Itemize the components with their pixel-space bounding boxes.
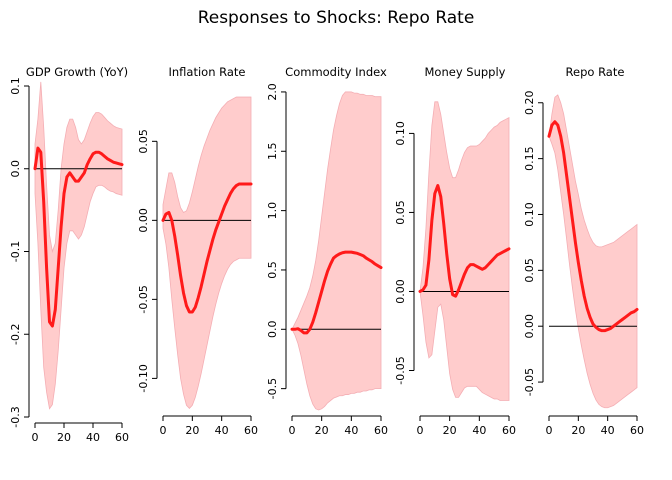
x-tick-label: 0 xyxy=(546,424,553,437)
x-tick-label: 20 xyxy=(443,424,457,437)
panel-title: GDP Growth (YoY) xyxy=(26,65,128,79)
y-tick-label: -0.2 xyxy=(9,324,22,345)
y-tick-label: -0.05 xyxy=(394,356,407,384)
y-tick-label: 0.20 xyxy=(523,91,536,116)
x-tick-label: 60 xyxy=(374,424,388,437)
y-tick-label: 0.1 xyxy=(9,77,22,95)
x-tick-label: 40 xyxy=(344,424,358,437)
panel-gdp-growth: GDP Growth (YoY) -0.3 -0.2 -0.1 0.0 0.1 0 20 40 6… xyxy=(9,65,129,444)
x-tick-label: 20 xyxy=(185,424,199,437)
x-tick-label: 60 xyxy=(502,424,516,437)
y-tick-label: -0.3 xyxy=(9,406,22,427)
response-line xyxy=(290,250,383,335)
y-tick-label: 0.00 xyxy=(394,279,407,304)
y-tick-label: -0.10 xyxy=(137,364,150,392)
y-tick-label: 0.10 xyxy=(394,121,407,146)
y-tick-label: 1.5 xyxy=(266,143,279,161)
response-line xyxy=(547,120,639,333)
panel-title: Commodity Index xyxy=(285,65,387,79)
confidence-band xyxy=(34,81,123,410)
y-tick-label: -0.5 xyxy=(266,378,279,399)
y-tick-label: 0.0 xyxy=(9,160,22,178)
x-tick-label: 0 xyxy=(289,424,296,437)
response-line xyxy=(418,184,511,298)
y-tick-label: 0.00 xyxy=(137,208,150,233)
y-tick-label: 0.10 xyxy=(523,202,536,227)
y-tick-label: 0.05 xyxy=(523,258,536,283)
x-tick-label: 20 xyxy=(571,424,585,437)
response-line xyxy=(161,182,253,314)
y-tick-label: 0.00 xyxy=(523,314,536,339)
x-tick-label: 40 xyxy=(215,424,229,437)
y-tick-label: 0.5 xyxy=(266,261,279,279)
x-tick-label: 20 xyxy=(57,431,71,444)
figure-title: Responses to Shocks: Repo Rate xyxy=(198,8,475,28)
y-tick-label: 1.0 xyxy=(266,202,279,220)
y-tick-label: 0.05 xyxy=(394,200,407,225)
x-tick-label: 20 xyxy=(315,424,329,437)
panel-commodity-index: Commodity Index -0.5 0.0 0.5 1.0 1.5 2.0 0 20 40 6… xyxy=(266,65,388,437)
confidence-band xyxy=(162,96,252,410)
y-tick-label: 2.0 xyxy=(266,83,279,101)
panel-repo-rate: Repo Rate -0.05 0.00 0.05 0.10 0.15 0.20 0 20 40 6… xyxy=(523,65,644,437)
panel-inflation-rate: Inflation Rate -0.10 -0.05 0.00 0.05 0 20 40 60 xyxy=(137,65,258,437)
confidence-band xyxy=(291,91,382,411)
x-tick-label: 0 xyxy=(32,431,39,444)
y-tick-label: -0.1 xyxy=(9,241,22,262)
y-tick-label: -0.05 xyxy=(137,285,150,313)
x-tick-label: 60 xyxy=(630,424,644,437)
y-tick-label: -0.05 xyxy=(523,368,536,396)
panel-title: Money Supply xyxy=(425,65,506,79)
confidence-band xyxy=(548,94,638,409)
x-tick-label: 0 xyxy=(417,424,424,437)
x-tick-label: 40 xyxy=(601,424,615,437)
x-tick-label: 60 xyxy=(244,424,258,437)
panel-title: Inflation Rate xyxy=(168,65,245,79)
confidence-band xyxy=(419,101,510,401)
x-tick-label: 0 xyxy=(160,424,167,437)
x-tick-label: 40 xyxy=(86,431,100,444)
y-tick-label: 0.0 xyxy=(266,321,279,339)
x-tick-label: 60 xyxy=(115,431,129,444)
y-tick-label: 0.05 xyxy=(137,129,150,154)
response-line xyxy=(33,146,124,328)
panel-title: Repo Rate xyxy=(566,65,625,79)
y-tick-label: 0.15 xyxy=(523,146,536,171)
panel-money-supply: Money Supply -0.05 0.00 0.05 0.10 0 20 40 60 xyxy=(394,65,516,437)
x-tick-label: 40 xyxy=(472,424,486,437)
